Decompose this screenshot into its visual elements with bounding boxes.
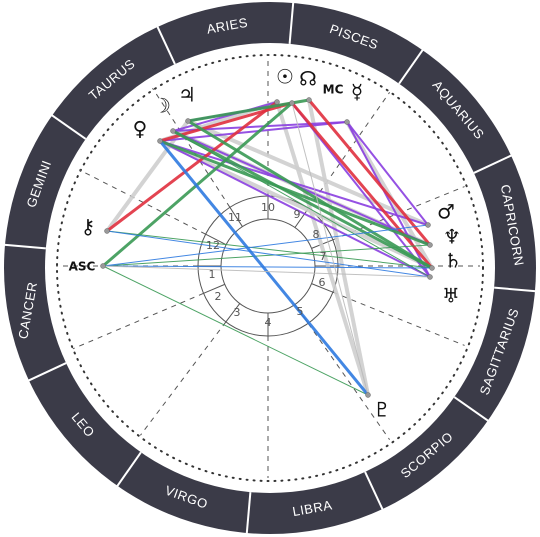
aspect-line bbox=[307, 99, 370, 396]
point-glyph: ♀ bbox=[133, 117, 148, 141]
house-cusp bbox=[205, 233, 227, 246]
aspect-line bbox=[159, 139, 431, 247]
sign-separator bbox=[50, 114, 87, 140]
aspect-line bbox=[172, 129, 433, 270]
point-glyph: ♄ bbox=[444, 249, 462, 273]
aspect-line bbox=[158, 140, 370, 396]
point-glyph: ASC bbox=[69, 260, 96, 274]
point-glyph: ♂ bbox=[437, 200, 455, 224]
sign-separator bbox=[116, 451, 142, 488]
degree-ring bbox=[56, 54, 484, 482]
aspect-line bbox=[102, 265, 369, 396]
aspect-line bbox=[159, 121, 348, 142]
sign-separator bbox=[288, 1, 295, 44]
house-number: 12 bbox=[206, 239, 220, 252]
house-divider bbox=[307, 92, 391, 209]
house-number: 5 bbox=[297, 305, 304, 318]
aspect-line bbox=[159, 140, 431, 278]
house-divider bbox=[332, 291, 465, 346]
zodiac-sign-label: ARIES bbox=[206, 15, 249, 37]
sign-separator bbox=[364, 471, 384, 511]
point-dot bbox=[170, 128, 176, 134]
sign-separator bbox=[494, 286, 537, 293]
house-divider bbox=[152, 87, 231, 208]
point-dot bbox=[104, 228, 110, 234]
point-dot bbox=[289, 100, 295, 106]
house-divider bbox=[307, 323, 391, 440]
aspect-line bbox=[106, 230, 431, 278]
point-glyph: ⚷ bbox=[81, 215, 96, 239]
house-ring-inner bbox=[220, 218, 316, 314]
point-dot bbox=[365, 392, 371, 398]
aspect-line bbox=[187, 98, 310, 123]
aspect-line bbox=[290, 102, 434, 269]
house-cusp bbox=[294, 208, 309, 228]
point-glyph: ☿ bbox=[351, 80, 363, 104]
point-glyph: ♆ bbox=[443, 225, 461, 249]
sign-separator bbox=[398, 48, 424, 85]
point-dot bbox=[306, 97, 312, 103]
point-dot bbox=[100, 263, 106, 269]
aspect-line bbox=[187, 119, 433, 270]
aspect-line bbox=[346, 121, 429, 226]
house-divider bbox=[78, 169, 206, 235]
house-number: 8 bbox=[313, 228, 320, 241]
house-number: 7 bbox=[320, 250, 327, 263]
house-cusp bbox=[229, 207, 243, 227]
point-dot bbox=[185, 118, 191, 124]
chart-disk bbox=[45, 43, 495, 493]
point-glyph: ♅ bbox=[442, 284, 460, 308]
zodiac-sign-label: LIBRA bbox=[291, 497, 333, 519]
aspect-line bbox=[106, 100, 278, 233]
point-glyph: ☽ bbox=[153, 94, 171, 118]
point-dot bbox=[344, 119, 350, 125]
sign-separator bbox=[245, 492, 252, 535]
aspect-line bbox=[275, 101, 370, 396]
aspect-line bbox=[102, 224, 429, 267]
house-cusp bbox=[225, 303, 241, 323]
sign-separator bbox=[453, 396, 490, 422]
point-dot bbox=[427, 242, 433, 248]
aspect-line bbox=[159, 139, 433, 270]
point-dot bbox=[425, 222, 431, 228]
sign-separator bbox=[27, 362, 67, 382]
house-number: 6 bbox=[319, 276, 326, 289]
point-glyph: ♃ bbox=[178, 83, 196, 107]
sign-separator bbox=[3, 243, 46, 250]
house-number: 3 bbox=[234, 306, 241, 319]
house-number: 1 bbox=[209, 268, 216, 281]
house-divider bbox=[72, 292, 204, 350]
sign-separator bbox=[156, 25, 176, 65]
house-number: 4 bbox=[265, 316, 272, 329]
house-divider bbox=[140, 321, 227, 436]
sign-separator bbox=[473, 154, 513, 174]
aspect-line bbox=[291, 102, 369, 396]
house-cusp bbox=[311, 283, 334, 293]
point-dot bbox=[427, 274, 433, 280]
point-glyph: ♇ bbox=[373, 398, 391, 422]
aspect-line bbox=[172, 130, 431, 278]
aspect-line bbox=[102, 265, 431, 278]
house-number: 10 bbox=[261, 201, 275, 214]
aspect-lines bbox=[100, 97, 435, 398]
house-number: 11 bbox=[228, 211, 242, 224]
aspect-line bbox=[102, 244, 431, 267]
point-dot bbox=[429, 265, 435, 271]
point-glyph: MC bbox=[323, 83, 344, 97]
aspect-line bbox=[307, 99, 432, 246]
point-glyph: ☊ bbox=[299, 67, 317, 91]
point-glyph: ☉ bbox=[276, 65, 294, 89]
aspect-line bbox=[172, 101, 278, 132]
house-number: 2 bbox=[215, 290, 222, 303]
house-cusp bbox=[203, 283, 225, 294]
point-dot bbox=[274, 99, 280, 105]
point-dot bbox=[157, 138, 163, 144]
house-number: 9 bbox=[294, 208, 301, 221]
aspect-line bbox=[102, 265, 433, 269]
aspect-line bbox=[106, 230, 433, 269]
